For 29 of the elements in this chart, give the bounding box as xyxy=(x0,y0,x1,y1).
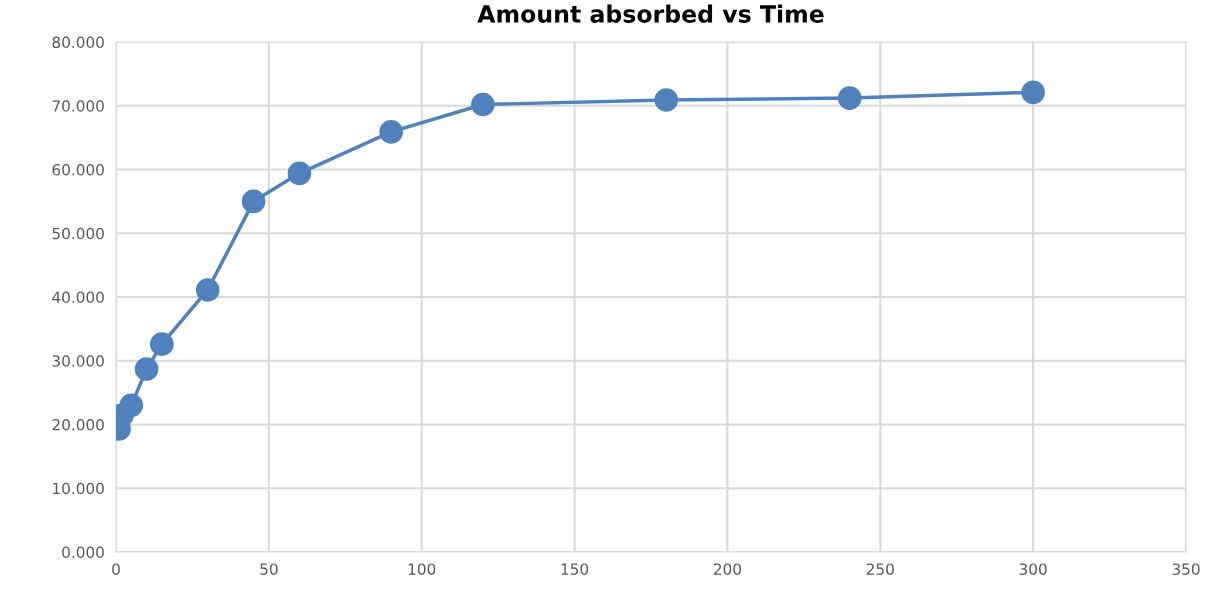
point xyxy=(654,88,679,112)
point xyxy=(837,86,862,110)
x-tick-label: 50 xyxy=(260,563,278,575)
x-tick-label: 200 xyxy=(713,563,741,575)
point xyxy=(471,92,495,117)
point xyxy=(241,189,266,214)
point xyxy=(134,357,159,381)
x-tick-label: 350 xyxy=(1172,563,1200,575)
point xyxy=(195,278,220,302)
y-tick-label: 70.000 xyxy=(52,100,104,112)
y-tick-label: 0.000 xyxy=(62,546,104,559)
x-tick-label: 150 xyxy=(561,563,589,575)
y-tick-label: 20.000 xyxy=(52,418,104,431)
x-tick-label: 300 xyxy=(1019,563,1047,575)
point xyxy=(379,120,403,144)
y-tick-label: 80.000 xyxy=(52,36,104,49)
chart-title: Amount absorbed vs Time xyxy=(477,4,824,23)
x-tick-label: 100 xyxy=(408,563,436,575)
point xyxy=(119,393,144,418)
x-tick-label: 0 xyxy=(112,563,120,575)
y-tick-label: 30.000 xyxy=(52,355,104,367)
y-tick-label: 40.000 xyxy=(52,291,104,304)
y-tick-label: 10.000 xyxy=(53,482,104,495)
point xyxy=(150,332,174,356)
y-tick-label: 60.000 xyxy=(52,163,104,176)
x-tick-label: 250 xyxy=(866,563,894,575)
y-tick-label: 50.000 xyxy=(52,227,104,240)
point xyxy=(1021,80,1045,105)
point xyxy=(287,161,312,186)
